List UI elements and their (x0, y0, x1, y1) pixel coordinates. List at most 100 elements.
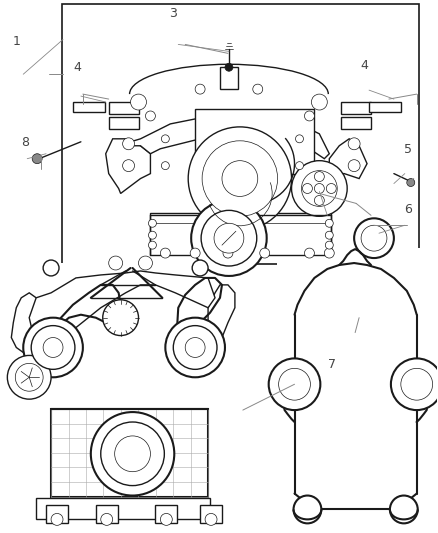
Circle shape (325, 219, 333, 227)
Polygon shape (129, 116, 329, 159)
Text: 6: 6 (404, 203, 412, 216)
Text: 3: 3 (170, 7, 177, 20)
Circle shape (348, 138, 360, 150)
Polygon shape (208, 285, 235, 344)
Bar (220, 67, 238, 89)
Circle shape (301, 171, 337, 206)
Circle shape (292, 160, 347, 216)
Text: 1: 1 (13, 35, 21, 48)
Text: 8: 8 (21, 135, 29, 149)
Bar (195, 109, 314, 174)
Circle shape (391, 358, 438, 410)
Circle shape (222, 160, 258, 197)
Circle shape (148, 241, 156, 249)
Circle shape (43, 337, 63, 358)
Text: 4: 4 (361, 59, 369, 72)
Text: 5: 5 (404, 143, 412, 157)
Circle shape (188, 127, 292, 230)
Bar (155, 505, 177, 523)
Circle shape (123, 138, 134, 150)
Circle shape (173, 326, 217, 369)
Circle shape (225, 63, 233, 71)
Circle shape (296, 135, 304, 143)
Circle shape (32, 154, 42, 164)
Bar (369, 102, 401, 112)
Circle shape (160, 513, 172, 526)
Circle shape (279, 368, 311, 400)
Bar (63, 10, 391, 263)
Polygon shape (329, 139, 367, 179)
Circle shape (348, 160, 360, 172)
Bar (62, 4, 419, 264)
Circle shape (185, 337, 205, 358)
Circle shape (202, 141, 278, 216)
Circle shape (165, 318, 225, 377)
Circle shape (361, 225, 387, 251)
Bar (200, 505, 222, 523)
Circle shape (304, 111, 314, 121)
Circle shape (192, 260, 208, 276)
Circle shape (354, 219, 394, 258)
Circle shape (51, 513, 63, 526)
Polygon shape (11, 293, 51, 352)
Circle shape (253, 84, 263, 94)
Circle shape (314, 183, 324, 193)
Circle shape (390, 496, 418, 523)
Circle shape (145, 111, 155, 121)
Circle shape (268, 358, 320, 410)
Circle shape (160, 248, 170, 258)
Bar (109, 102, 138, 114)
Circle shape (161, 135, 170, 143)
Circle shape (214, 223, 244, 253)
Circle shape (161, 161, 170, 169)
Circle shape (131, 94, 146, 110)
Circle shape (109, 256, 123, 270)
Circle shape (138, 256, 152, 270)
Bar (73, 102, 105, 112)
Circle shape (101, 513, 113, 526)
Circle shape (205, 513, 217, 526)
Circle shape (101, 422, 164, 486)
Circle shape (103, 300, 138, 336)
Bar (341, 102, 371, 114)
Circle shape (325, 231, 333, 239)
Circle shape (195, 84, 205, 94)
Circle shape (296, 161, 304, 169)
Bar (51, 409, 208, 497)
Circle shape (148, 219, 156, 227)
Bar (277, 248, 434, 521)
Circle shape (15, 364, 43, 391)
Circle shape (123, 160, 134, 172)
Circle shape (401, 368, 433, 400)
Text: 7: 7 (328, 358, 336, 371)
Circle shape (201, 211, 257, 266)
Text: 2: 2 (326, 198, 334, 211)
Circle shape (311, 94, 327, 110)
Circle shape (191, 200, 267, 276)
Circle shape (190, 248, 200, 258)
Text: 4: 4 (74, 61, 81, 75)
Circle shape (303, 183, 312, 193)
Circle shape (314, 196, 324, 205)
Bar (341, 117, 371, 129)
Bar (13, 263, 252, 519)
Circle shape (7, 356, 51, 399)
Bar (150, 213, 331, 255)
Circle shape (324, 248, 334, 258)
Circle shape (304, 248, 314, 258)
Bar (109, 117, 138, 129)
Circle shape (326, 183, 336, 193)
Circle shape (91, 412, 174, 496)
Circle shape (223, 248, 233, 258)
Bar (96, 505, 118, 523)
Circle shape (23, 318, 83, 377)
Circle shape (31, 326, 75, 369)
Circle shape (148, 231, 156, 239)
Bar (46, 505, 68, 523)
Circle shape (325, 241, 333, 249)
Circle shape (407, 179, 415, 187)
Circle shape (314, 172, 324, 182)
Polygon shape (106, 139, 150, 193)
Circle shape (115, 436, 150, 472)
Circle shape (43, 260, 59, 276)
